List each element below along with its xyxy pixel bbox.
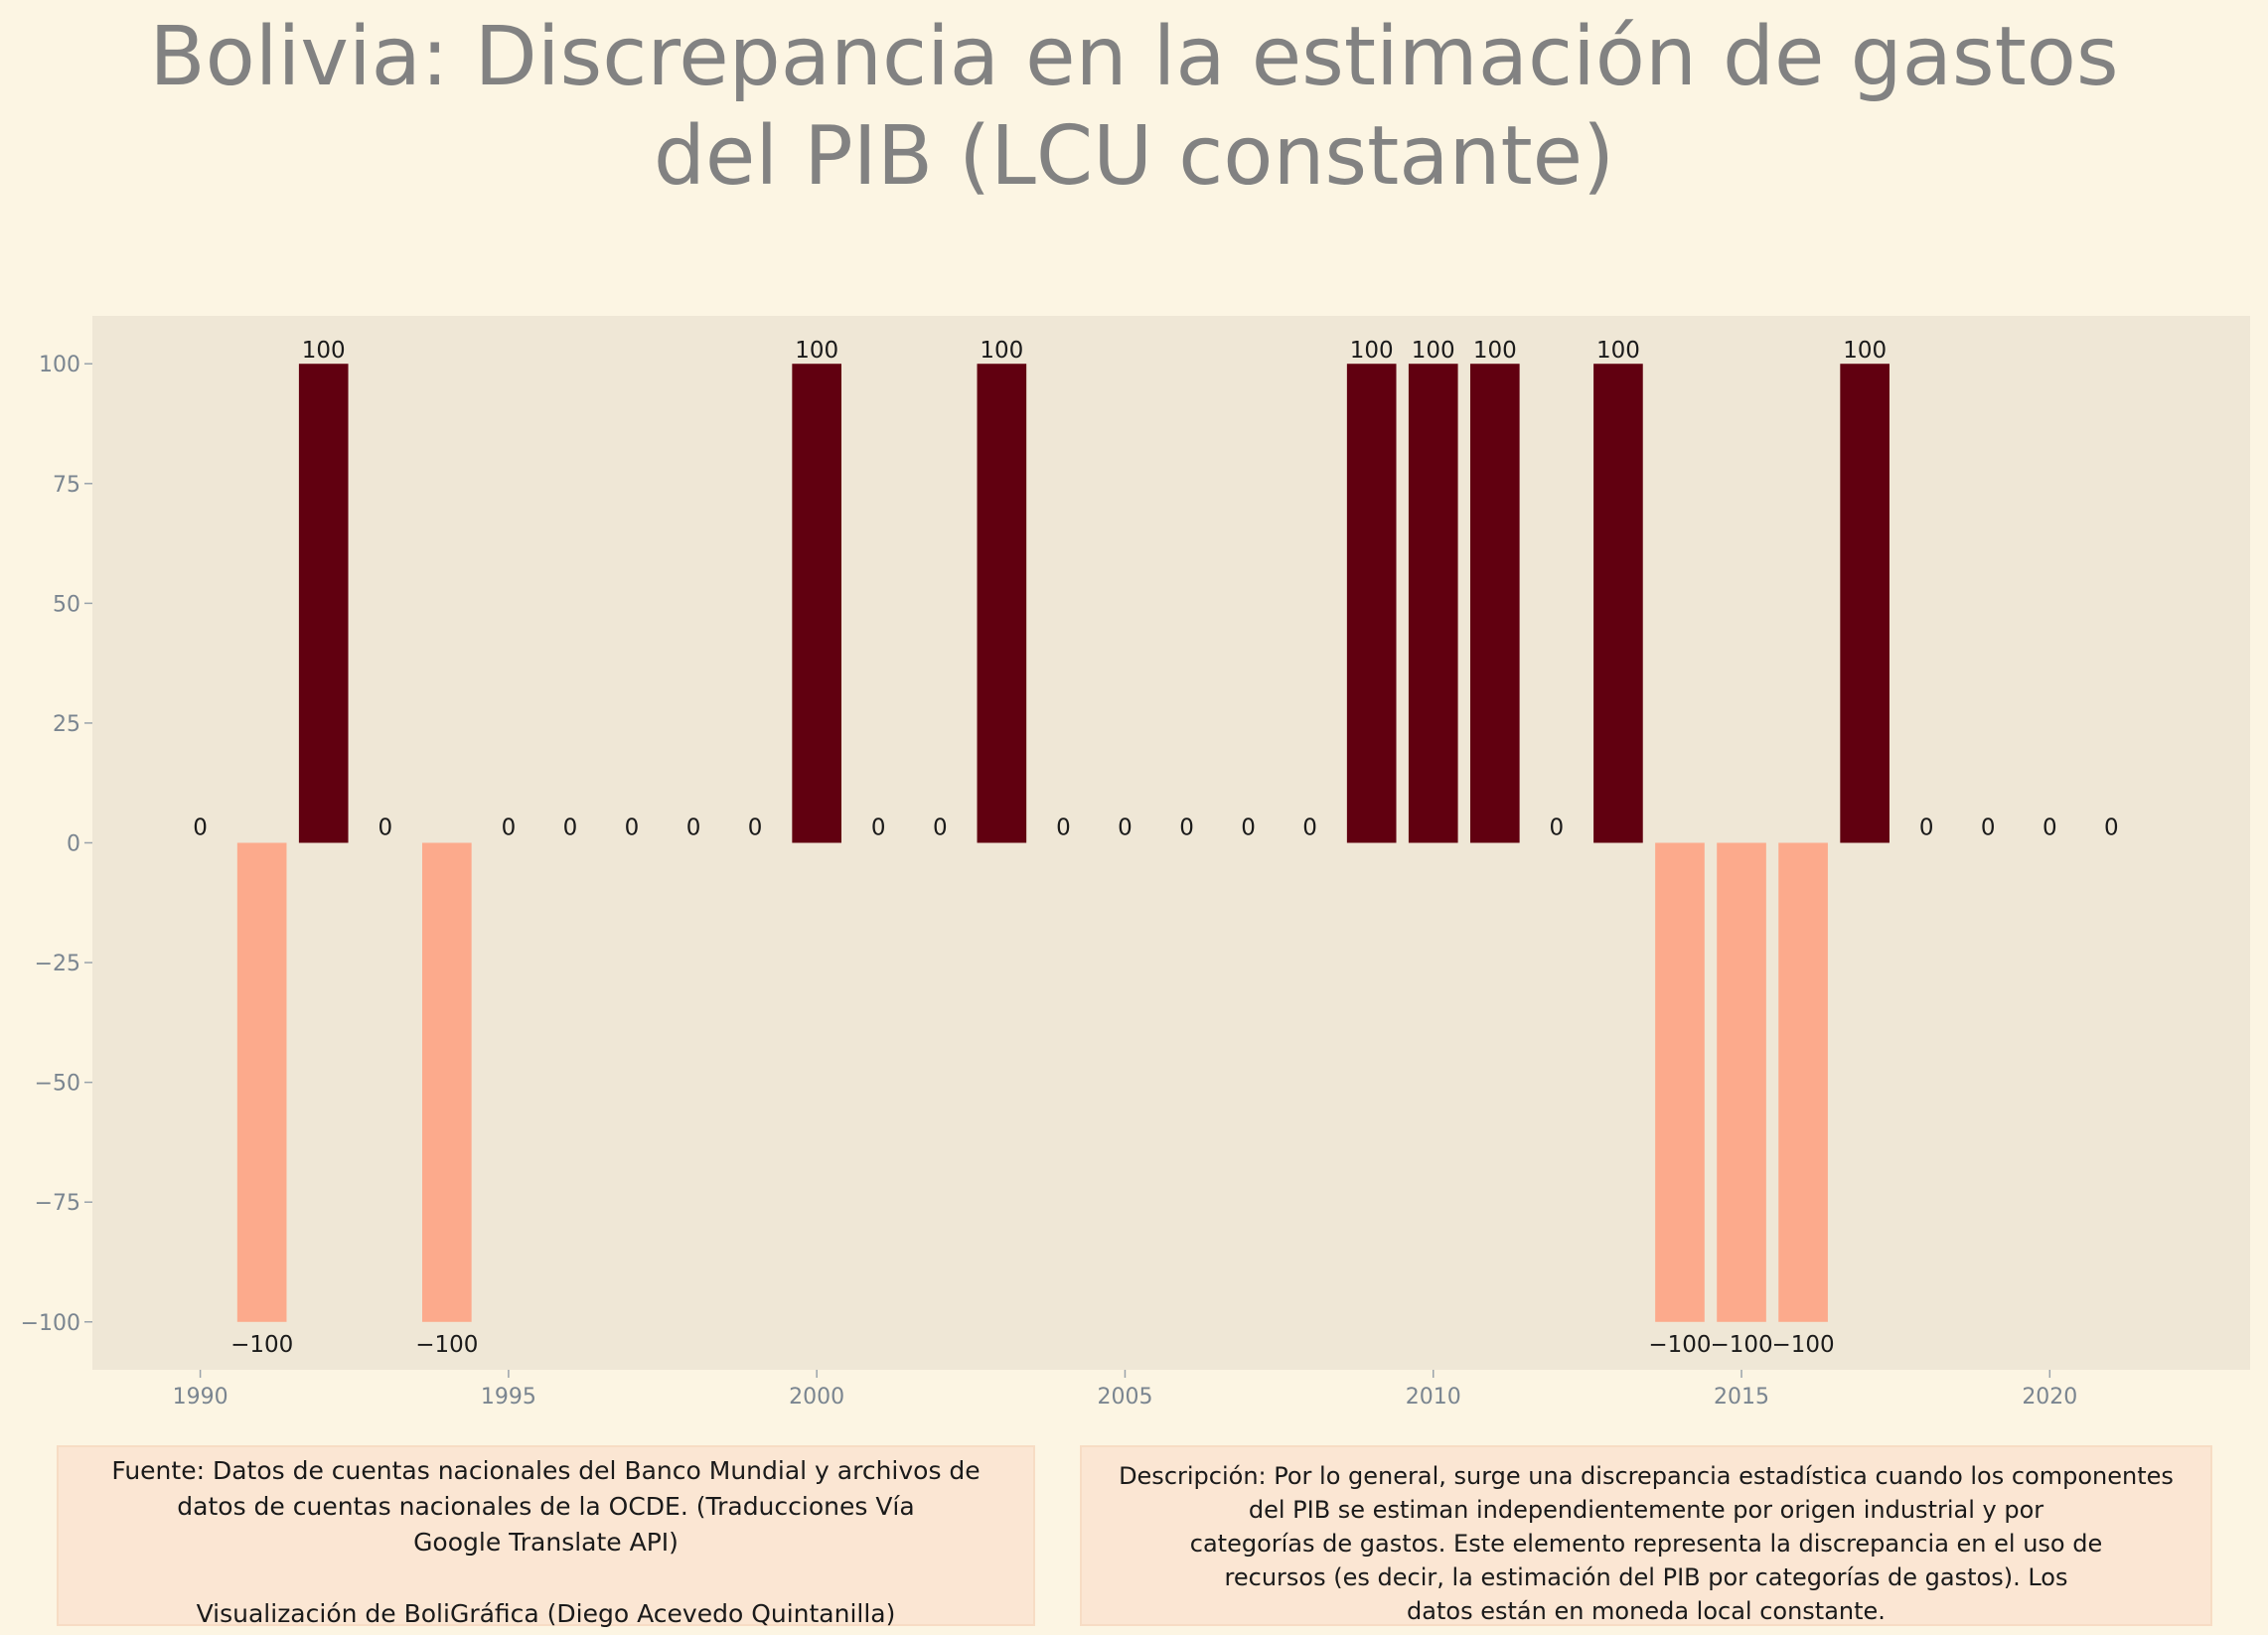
x-tick-label: 1990	[173, 1385, 228, 1410]
bar-2013	[1593, 364, 1643, 843]
data-label-2019: 0	[1981, 816, 1996, 841]
y-tick-label: 0	[67, 832, 80, 857]
data-label-1998: 0	[686, 816, 701, 841]
data-label-1997: 0	[625, 816, 640, 841]
data-label-2004: 0	[1056, 816, 1071, 841]
data-label-2001: 0	[871, 816, 886, 841]
y-tick-label: −25	[35, 952, 80, 976]
x-axis: 1990 1995 2000 2005 2010 2015 2020	[173, 1370, 2077, 1410]
data-label-2008: 0	[1302, 816, 1317, 841]
description-note: Descripción: Por lo general, surge una d…	[1080, 1445, 2212, 1626]
bar-2010	[1408, 364, 1458, 843]
data-label-1994: −100	[415, 1332, 478, 1358]
y-tick-label: 25	[53, 712, 80, 737]
chart-title: Bolivia: Discrepancia en la estimación d…	[0, 8, 2268, 207]
data-label-2017: 100	[1843, 338, 1887, 364]
y-axis: 100 75 50 25 0 −25 −50 −75 −100	[21, 353, 92, 1336]
description-text: Descripción: Por lo general, surge una d…	[1119, 1462, 2174, 1625]
bars-group	[236, 364, 1890, 1322]
bar-2015	[1717, 842, 1766, 1322]
bar-2003	[977, 364, 1027, 843]
y-tick-label: 75	[53, 473, 80, 498]
data-labels-group: 0 −100 100 0 −100 0 0 0 0 0 100 0 0 100 0 0 0 0 0 100 100 100…	[193, 338, 2118, 1358]
data-label-2016: −100	[1771, 1332, 1834, 1358]
x-tick-label: 2015	[1714, 1385, 1769, 1410]
y-tick-label: −75	[35, 1191, 80, 1216]
data-label-2015: −100	[1710, 1332, 1772, 1358]
bar-1994	[422, 842, 472, 1322]
y-tick-label: −50	[35, 1072, 80, 1097]
data-label-2021: 0	[2104, 816, 2119, 841]
data-label-2006: 0	[1179, 816, 1194, 841]
data-label-1990: 0	[193, 816, 208, 841]
data-label-1992: 100	[302, 338, 346, 364]
bar-2017	[1840, 364, 1890, 843]
source-note: Fuente: Datos de cuentas nacionales del …	[57, 1445, 1035, 1628]
data-label-2020: 0	[2042, 816, 2057, 841]
chart-title-line-1: Bolivia: Discrepancia en la estimación d…	[149, 10, 2119, 104]
data-label-2010: 100	[1412, 338, 1455, 364]
data-label-2014: −100	[1648, 1332, 1711, 1358]
x-tick-label: 2020	[2022, 1385, 2077, 1410]
source-text: Fuente: Datos de cuentas nacionales del …	[111, 1456, 981, 1557]
data-label-2009: 100	[1350, 338, 1394, 364]
x-tick-label: 1995	[481, 1385, 536, 1410]
credit-text: Visualización de BoliGráfica (Diego Acev…	[196, 1599, 896, 1628]
data-label-1999: 0	[748, 816, 763, 841]
data-label-2000: 100	[795, 338, 838, 364]
bar-2009	[1346, 364, 1397, 843]
x-tick-label: 2010	[1406, 1385, 1461, 1410]
data-label-2011: 100	[1473, 338, 1517, 364]
data-label-2007: 0	[1241, 816, 1256, 841]
plot-area	[92, 316, 2250, 1370]
data-label-1991: −100	[230, 1332, 293, 1358]
data-label-2005: 0	[1118, 816, 1133, 841]
bar-2016	[1778, 842, 1828, 1322]
data-label-1993: 0	[378, 816, 392, 841]
bar-1991	[236, 842, 287, 1322]
data-label-2012: 0	[1550, 816, 1565, 841]
bar-2011	[1469, 364, 1520, 843]
data-label-1996: 0	[563, 816, 578, 841]
x-tick-label: 2000	[789, 1385, 844, 1410]
x-tick-label: 2005	[1097, 1385, 1152, 1410]
bar-2014	[1655, 842, 1705, 1322]
bar-2000	[792, 364, 841, 843]
data-label-2013: 100	[1596, 338, 1640, 364]
data-label-1995: 0	[502, 816, 517, 841]
data-label-2002: 0	[933, 816, 948, 841]
chart-title-line-2: del PIB (LCU constante)	[653, 109, 1615, 204]
data-label-2018: 0	[1919, 816, 1934, 841]
bar-1992	[298, 364, 349, 843]
data-label-2003: 100	[980, 338, 1023, 364]
y-tick-label: −100	[21, 1311, 80, 1336]
y-tick-label: 100	[39, 353, 80, 377]
y-tick-label: 50	[53, 592, 80, 617]
